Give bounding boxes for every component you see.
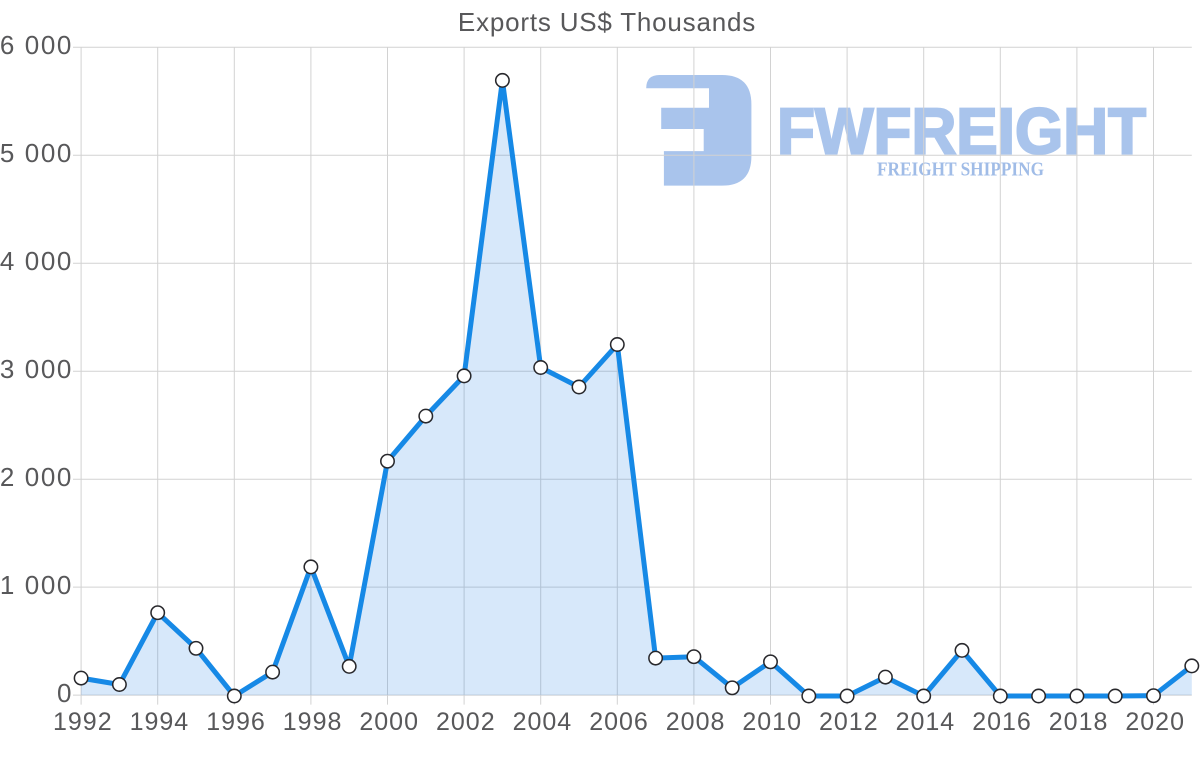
svg-text:2010: 2010 [742,708,802,736]
svg-text:Exports US$ Thousands: Exports US$ Thousands [458,7,756,37]
svg-text:1998: 1998 [283,708,343,736]
svg-text:2012: 2012 [819,708,879,736]
svg-text:2 000: 2 000 [0,462,73,492]
svg-text:2006: 2006 [589,708,649,736]
svg-text:2004: 2004 [513,708,573,736]
svg-text:4 000: 4 000 [0,246,73,276]
svg-text:2016: 2016 [972,708,1032,736]
svg-text:2000: 2000 [359,708,419,736]
svg-text:1992: 1992 [53,708,113,736]
svg-text:2008: 2008 [666,708,726,736]
svg-text:2002: 2002 [436,708,496,736]
svg-text:2018: 2018 [1049,708,1109,736]
svg-text:FREIGHT SHIPPING: FREIGHT SHIPPING [877,159,1044,181]
svg-text:6 000: 6 000 [0,30,73,60]
svg-text:3 000: 3 000 [0,354,73,384]
svg-text:1994: 1994 [130,708,190,736]
svg-text:2014: 2014 [896,708,956,736]
svg-text:1996: 1996 [206,708,266,736]
svg-text:FWFREIGHT: FWFREIGHT [777,94,1146,167]
svg-text:1 000: 1 000 [0,570,73,600]
svg-text:0: 0 [57,678,73,708]
svg-text:5 000: 5 000 [0,138,73,168]
svg-text:2020: 2020 [1125,708,1185,736]
